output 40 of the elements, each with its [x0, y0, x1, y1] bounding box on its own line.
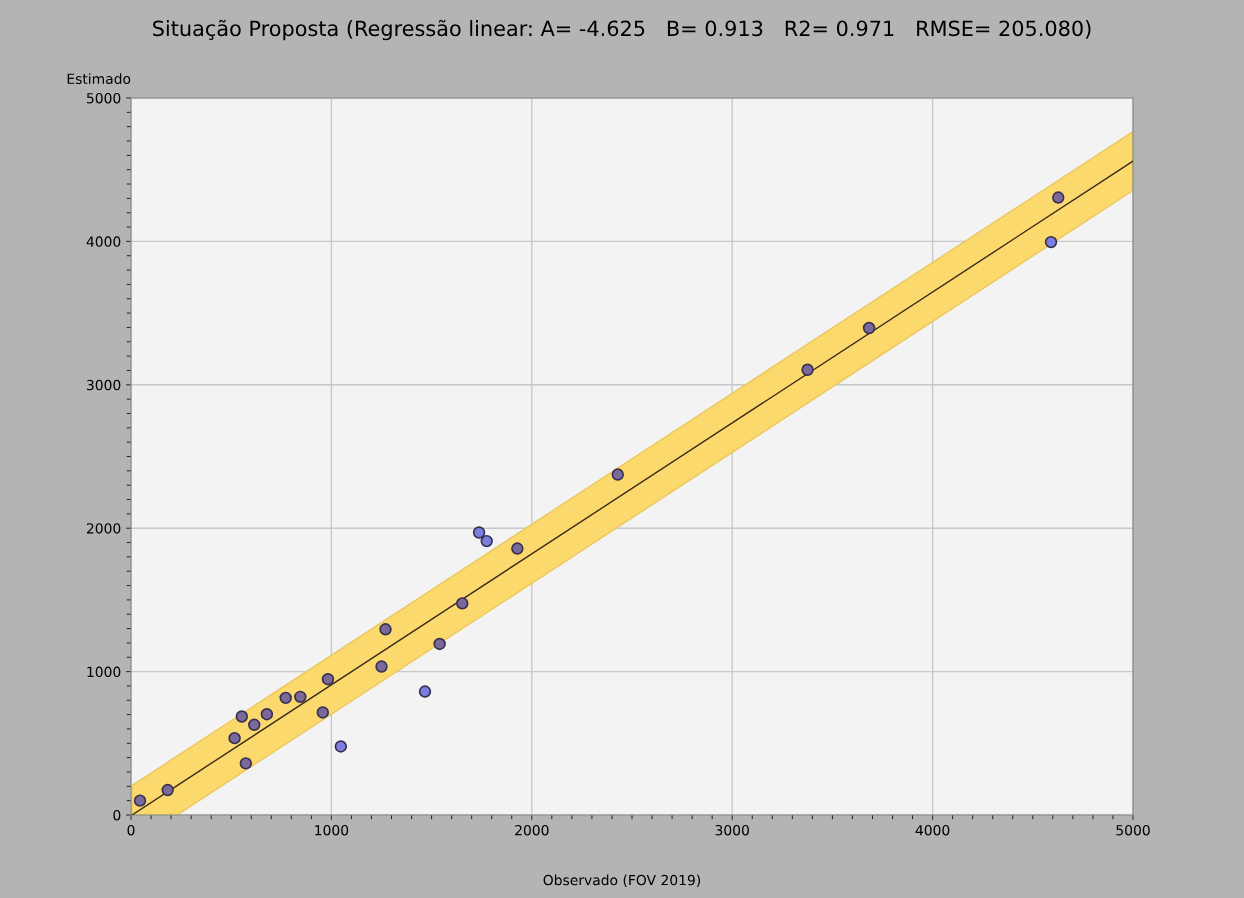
- y-tick-label: 0: [113, 809, 121, 821]
- x-tick-label: 0: [127, 824, 135, 836]
- point: [1052, 191, 1065, 204]
- point: [456, 597, 469, 610]
- point: [133, 794, 147, 807]
- point: [279, 691, 292, 705]
- point: [611, 468, 624, 481]
- point: [433, 637, 446, 651]
- x-tick-label: 1000: [315, 824, 349, 836]
- point: [862, 321, 876, 335]
- point: [260, 707, 274, 721]
- point: [316, 706, 329, 719]
- point: [248, 718, 261, 732]
- y-tick-label: 2000: [86, 523, 121, 534]
- point: [321, 672, 335, 686]
- y-tick-label: 1000: [87, 666, 121, 678]
- y-tick-label: 3000: [86, 379, 121, 391]
- point: [334, 740, 348, 753]
- y-tick-label: 4000: [86, 236, 121, 247]
- y-axis-title: Estimado: [67, 73, 131, 85]
- x-tick-label: 3000: [715, 824, 749, 836]
- point: [235, 710, 249, 723]
- point: [161, 783, 174, 797]
- point: [801, 363, 814, 376]
- point: [1044, 235, 1058, 249]
- x-axis-title: Observado (FOV 2019): [543, 874, 701, 887]
- point: [418, 685, 432, 698]
- x-tick-label: 2000: [515, 824, 549, 836]
- point: [239, 757, 253, 770]
- point: [472, 526, 486, 539]
- x-tick-label: 5000: [1116, 824, 1150, 836]
- point: [375, 660, 388, 673]
- point: [480, 534, 493, 548]
- chart-title: Situação Proposta (Regressão linear: A= -4.625 B= 0.913 R2= 0.971 RMSE= 205.080): [153, 19, 1091, 41]
- point: [379, 623, 392, 636]
- point: [228, 731, 241, 745]
- point: [294, 690, 307, 704]
- point: [511, 542, 524, 555]
- x-tick-label: 4000: [915, 824, 950, 836]
- y-tick-label: 5000: [87, 92, 121, 104]
